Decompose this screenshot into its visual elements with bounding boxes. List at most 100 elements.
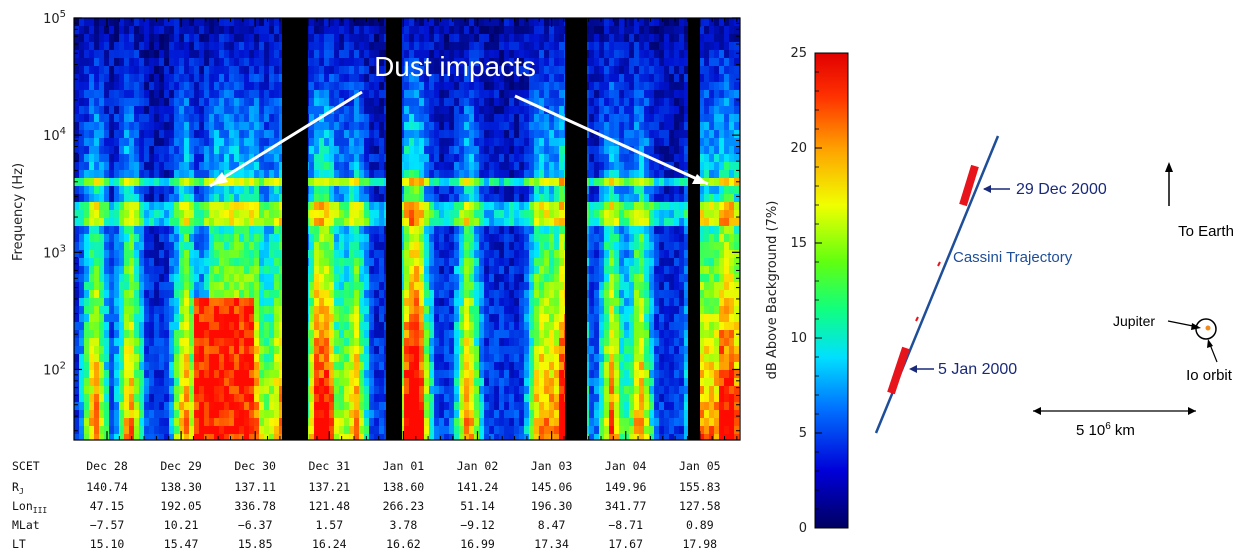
spectrogram-cell (489, 178, 494, 186)
spectrogram-cell (329, 162, 334, 170)
spectrogram-cell (349, 202, 354, 210)
spectrogram-cell (264, 258, 269, 266)
spectrogram-cell (434, 242, 439, 250)
spectrogram-cell (404, 242, 409, 250)
spectrogram-cell (494, 338, 499, 346)
spectrogram-cell (414, 354, 419, 362)
spectrogram-cell (339, 290, 344, 298)
spectrogram-cell (189, 186, 194, 194)
spectrogram-cell (419, 58, 424, 66)
spectrogram-cell (134, 154, 139, 162)
spectrogram-cell (184, 354, 189, 362)
spectrogram-cell (529, 178, 534, 186)
spectrogram-cell (129, 418, 134, 426)
spectrogram-cell (484, 122, 489, 130)
spectrogram-cell (259, 114, 264, 122)
spectrogram-cell (539, 274, 544, 282)
spectrogram-cell (189, 226, 194, 234)
spectrogram-cell (519, 274, 524, 282)
spectrogram-cell (464, 50, 469, 58)
spectrogram-cell (119, 66, 124, 74)
spectrogram-cell (129, 346, 134, 354)
spectrogram-cell (154, 210, 159, 218)
spectrogram-cell (114, 234, 119, 242)
spectrogram-cell (274, 426, 279, 434)
spectrogram-cell (514, 154, 519, 162)
spectrogram-cell (104, 162, 109, 170)
spectrogram-cell (534, 346, 539, 354)
spectrogram-cell (104, 370, 109, 378)
spectrogram-cell (359, 66, 364, 74)
spectrogram-cell (184, 186, 189, 194)
spectrogram-cell (484, 266, 489, 274)
spectrogram-cell (329, 378, 334, 386)
spectrogram-cell (269, 346, 274, 354)
spectrogram-cell (434, 82, 439, 90)
spectrogram-cell (529, 186, 534, 194)
spectrogram-cell (474, 106, 479, 114)
spectrogram-cell (494, 186, 499, 194)
spectrogram-cell (139, 418, 144, 426)
spectrogram-cell (414, 122, 419, 130)
spectrogram-cell (114, 394, 119, 402)
spectrogram-cell (74, 250, 79, 258)
spectrogram-cell (159, 74, 164, 82)
spectrogram-cell (259, 50, 264, 58)
spectrogram-cell (274, 18, 279, 26)
spectrogram-cell (334, 338, 339, 346)
spectrogram-cell (404, 330, 409, 338)
spectrogram-cell (249, 418, 254, 426)
spectrogram-cell (359, 242, 364, 250)
spectrogram-cell (359, 274, 364, 282)
spectrogram-cell (404, 338, 409, 346)
spectrogram-cell (489, 114, 494, 122)
spectrogram-cell (474, 306, 479, 314)
spectrogram-cell (199, 154, 204, 162)
spectrogram-cell (89, 322, 94, 330)
spectrogram-cell (254, 162, 259, 170)
spectrogram-cell (94, 98, 99, 106)
spectrogram-cell (199, 338, 204, 346)
spectrogram-cell (474, 362, 479, 370)
spectrogram-cell (234, 250, 239, 258)
spectrogram-cell (369, 90, 374, 98)
spectrogram-cell (269, 218, 274, 226)
spectrogram-cell (479, 338, 484, 346)
spectrogram-cell (269, 314, 274, 322)
spectrogram-cell (409, 34, 414, 42)
spectrogram-cell (459, 146, 464, 154)
spectrogram-cell (169, 378, 174, 386)
spectrogram-cell (124, 154, 129, 162)
spectrogram-cell (404, 362, 409, 370)
spectrogram-cell (499, 122, 504, 130)
spectrogram-cell (439, 322, 444, 330)
spectrogram-cell (224, 250, 229, 258)
spectrogram-cell (349, 378, 354, 386)
spectrogram-cell (429, 266, 434, 274)
spectrogram-cell (224, 338, 229, 346)
spectrogram-cell (469, 322, 474, 330)
spectrogram-cell (489, 434, 494, 440)
spectrogram-cell (119, 402, 124, 410)
spectrogram-cell (99, 370, 104, 378)
spectrogram-cell (499, 274, 504, 282)
spectrogram-cell (319, 202, 324, 210)
spectrogram-cell (444, 170, 449, 178)
spectrogram-cell (139, 218, 144, 226)
spectrogram-cell (324, 330, 329, 338)
spectrogram-cell (494, 202, 499, 210)
spectrogram-cell (484, 322, 489, 330)
spectrogram-cell (319, 426, 324, 434)
spectrogram-cell (459, 82, 464, 90)
spectrogram-cell (374, 250, 379, 258)
spectrogram-cell (334, 402, 339, 410)
spectrogram-cell (479, 34, 484, 42)
spectrogram-cell (139, 130, 144, 138)
spectrogram-cell (474, 50, 479, 58)
spectrogram-cell (119, 178, 124, 186)
spectrogram-cell (434, 90, 439, 98)
spectrogram-cell (279, 250, 284, 258)
spectrogram-cell (524, 42, 529, 50)
spectrogram-cell (519, 218, 524, 226)
spectrogram-cell (199, 346, 204, 354)
